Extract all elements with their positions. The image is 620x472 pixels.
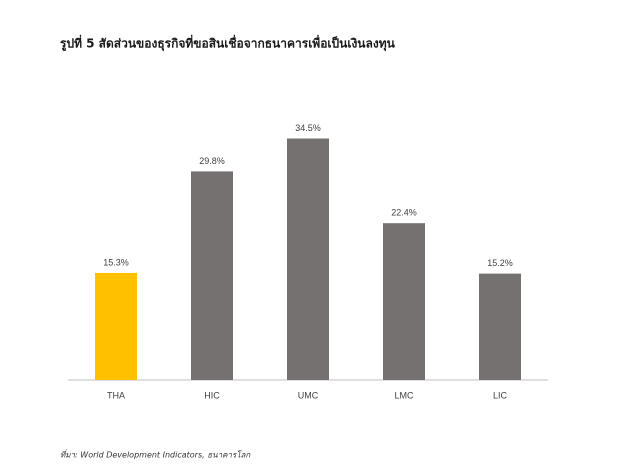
bar: [479, 273, 521, 380]
chart-title: รูปที่ 5 สัดส่วนของธุรกิจที่ขอสินเชื่อจา…: [60, 35, 396, 52]
bar: [95, 272, 137, 380]
value-label: 15.2%: [487, 258, 513, 268]
x-tick-label: LIC: [493, 390, 508, 400]
x-tick-label: LMC: [394, 390, 414, 400]
value-label: 22.4%: [391, 208, 417, 218]
bar: [383, 223, 425, 380]
x-tick-label: UMC: [298, 390, 319, 400]
bar: [191, 171, 233, 380]
bar: [287, 138, 329, 380]
x-tick-label: THA: [107, 390, 125, 400]
value-label: 34.5%: [295, 123, 321, 133]
value-label: 15.3%: [103, 257, 129, 267]
value-label: 29.8%: [199, 156, 225, 166]
source-note: ที่มา: World Development Indicators, ธนา…: [60, 449, 251, 460]
x-tick-label: HIC: [204, 390, 220, 400]
